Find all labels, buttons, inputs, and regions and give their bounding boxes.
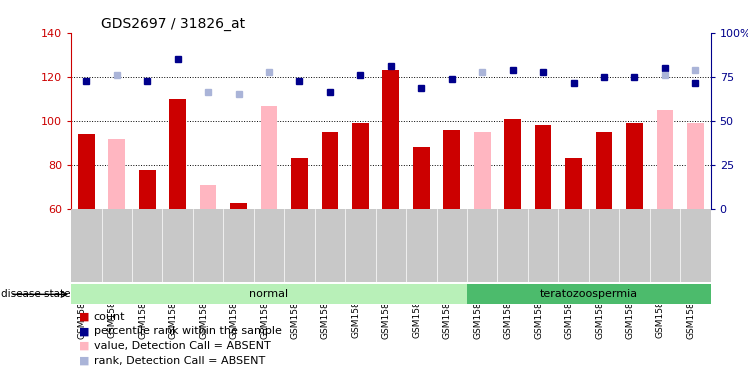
- Bar: [108, 139, 125, 209]
- Text: count: count: [94, 312, 125, 322]
- Bar: [322, 132, 338, 209]
- Bar: [626, 123, 643, 209]
- Text: ■: ■: [79, 326, 89, 336]
- Text: percentile rank within the sample: percentile rank within the sample: [94, 326, 281, 336]
- Bar: [467, 285, 711, 304]
- Text: GDS2697 / 31826_at: GDS2697 / 31826_at: [101, 17, 245, 31]
- Text: value, Detection Call = ABSENT: value, Detection Call = ABSENT: [94, 341, 270, 351]
- Bar: [413, 147, 429, 209]
- Bar: [657, 121, 673, 209]
- Bar: [473, 132, 491, 209]
- Text: rank, Detection Call = ABSENT: rank, Detection Call = ABSENT: [94, 356, 265, 366]
- Text: teratozoospermia: teratozoospermia: [540, 289, 638, 300]
- Bar: [352, 123, 369, 209]
- Text: ■: ■: [79, 341, 89, 351]
- Bar: [71, 285, 467, 304]
- Bar: [535, 125, 551, 209]
- Bar: [504, 119, 521, 209]
- Text: disease state: disease state: [1, 289, 70, 300]
- Bar: [657, 110, 673, 209]
- Bar: [687, 123, 704, 209]
- Bar: [200, 185, 216, 209]
- Bar: [230, 203, 247, 209]
- Bar: [291, 159, 308, 209]
- Bar: [382, 70, 399, 209]
- Text: ■: ■: [79, 356, 89, 366]
- Bar: [260, 106, 278, 209]
- Bar: [595, 132, 613, 209]
- Bar: [78, 134, 95, 209]
- Bar: [565, 159, 582, 209]
- Bar: [444, 130, 460, 209]
- Text: normal: normal: [249, 289, 289, 300]
- Text: ■: ■: [79, 312, 89, 322]
- Bar: [169, 99, 186, 209]
- Bar: [139, 170, 156, 209]
